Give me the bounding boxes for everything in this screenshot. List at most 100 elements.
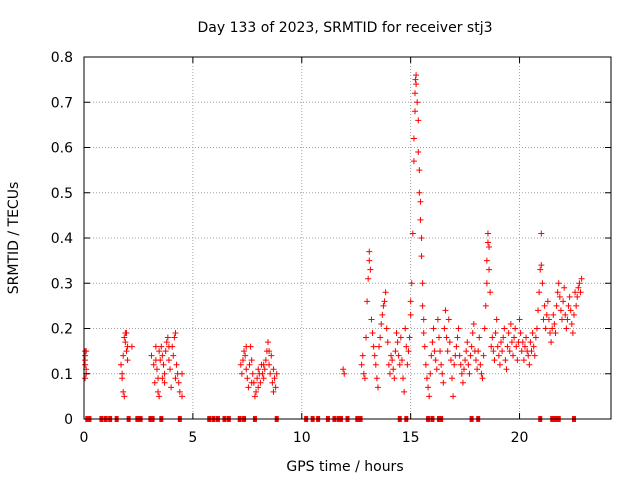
data-point [416,167,423,174]
data-point [575,284,582,291]
chart-title: Day 133 of 2023, SRMTID for receiver stj… [198,20,493,36]
data-point [360,370,367,377]
data-point [501,325,508,332]
data-point [265,339,272,346]
data-point [412,108,419,115]
data-point [483,257,490,264]
grid-lines [84,57,611,419]
data-point [478,370,485,377]
data-point [568,320,575,327]
data-point [543,311,550,318]
data-point [243,366,250,373]
data-points [82,72,585,400]
data-point [420,330,427,337]
data-point [533,325,540,332]
data-point [257,379,264,386]
data-point [519,339,526,346]
data-point [242,352,249,359]
data-point [514,357,521,364]
data-point [468,343,475,350]
data-point [408,280,415,287]
data-point [479,375,486,382]
data-point [269,379,276,386]
data-point [489,334,496,341]
data-point [544,298,551,305]
data-point [421,343,428,350]
data-point [477,361,484,368]
data-point [255,384,262,391]
data-point [389,357,396,364]
data-point [260,375,267,382]
data-point [420,316,427,323]
data-point [161,379,168,386]
y-tick-label: 0.6 [51,141,73,157]
data-point [128,343,135,350]
data-point [170,352,177,359]
data-point [549,325,556,332]
data-point [486,244,493,251]
data-point [407,311,414,318]
data-point [422,361,429,368]
data-point [266,348,273,355]
data-point [383,325,390,332]
data-point [248,357,255,364]
data-point [527,339,534,346]
data-point [160,361,167,368]
data-point [238,370,245,377]
y-tick-label: 0.1 [51,367,73,383]
data-point [156,393,163,400]
data-point [498,339,505,346]
data-point [372,361,379,368]
data-point [488,343,495,350]
y-tick-labels: 0 0.1 0.2 0.3 0.4 0.5 0.6 0.7 0.8 [51,50,73,428]
data-point [168,384,175,391]
data-point [574,293,581,300]
data-point [518,348,525,355]
data-point [451,361,458,368]
data-point [245,384,252,391]
data-point [503,366,510,373]
data-point [528,348,535,355]
data-point [469,330,476,337]
data-point [273,370,280,377]
data-point [418,235,425,241]
data-point [406,334,413,341]
data-point [414,99,421,106]
data-point [175,379,182,386]
data-point [164,334,171,341]
data-point [417,216,424,223]
data-point [449,375,456,382]
data-point [402,325,409,332]
data-point [457,361,464,368]
data-point [270,366,277,373]
data-point [393,330,400,337]
data-point [435,334,442,341]
data-point [455,325,462,332]
data-point [493,316,500,323]
data-point [270,388,277,395]
data-point [431,348,438,355]
data-point [394,339,401,346]
data-point [551,320,558,327]
data-point [254,375,261,382]
data-point [412,90,419,97]
data-point [405,348,412,355]
data-point [253,388,260,395]
data-point [499,348,506,355]
data-point [482,302,489,309]
data-point [401,388,408,395]
data-point [470,320,477,327]
data-point [363,334,370,341]
data-point [380,302,387,309]
data-point [384,339,391,346]
data-point [512,325,519,332]
data-point [386,370,393,377]
data-point [462,357,469,364]
data-point [532,334,539,341]
data-point [547,330,554,337]
data-point [508,339,515,346]
data-point [486,266,493,273]
data-point [525,352,532,359]
data-point [433,366,440,373]
data-point [120,352,127,359]
